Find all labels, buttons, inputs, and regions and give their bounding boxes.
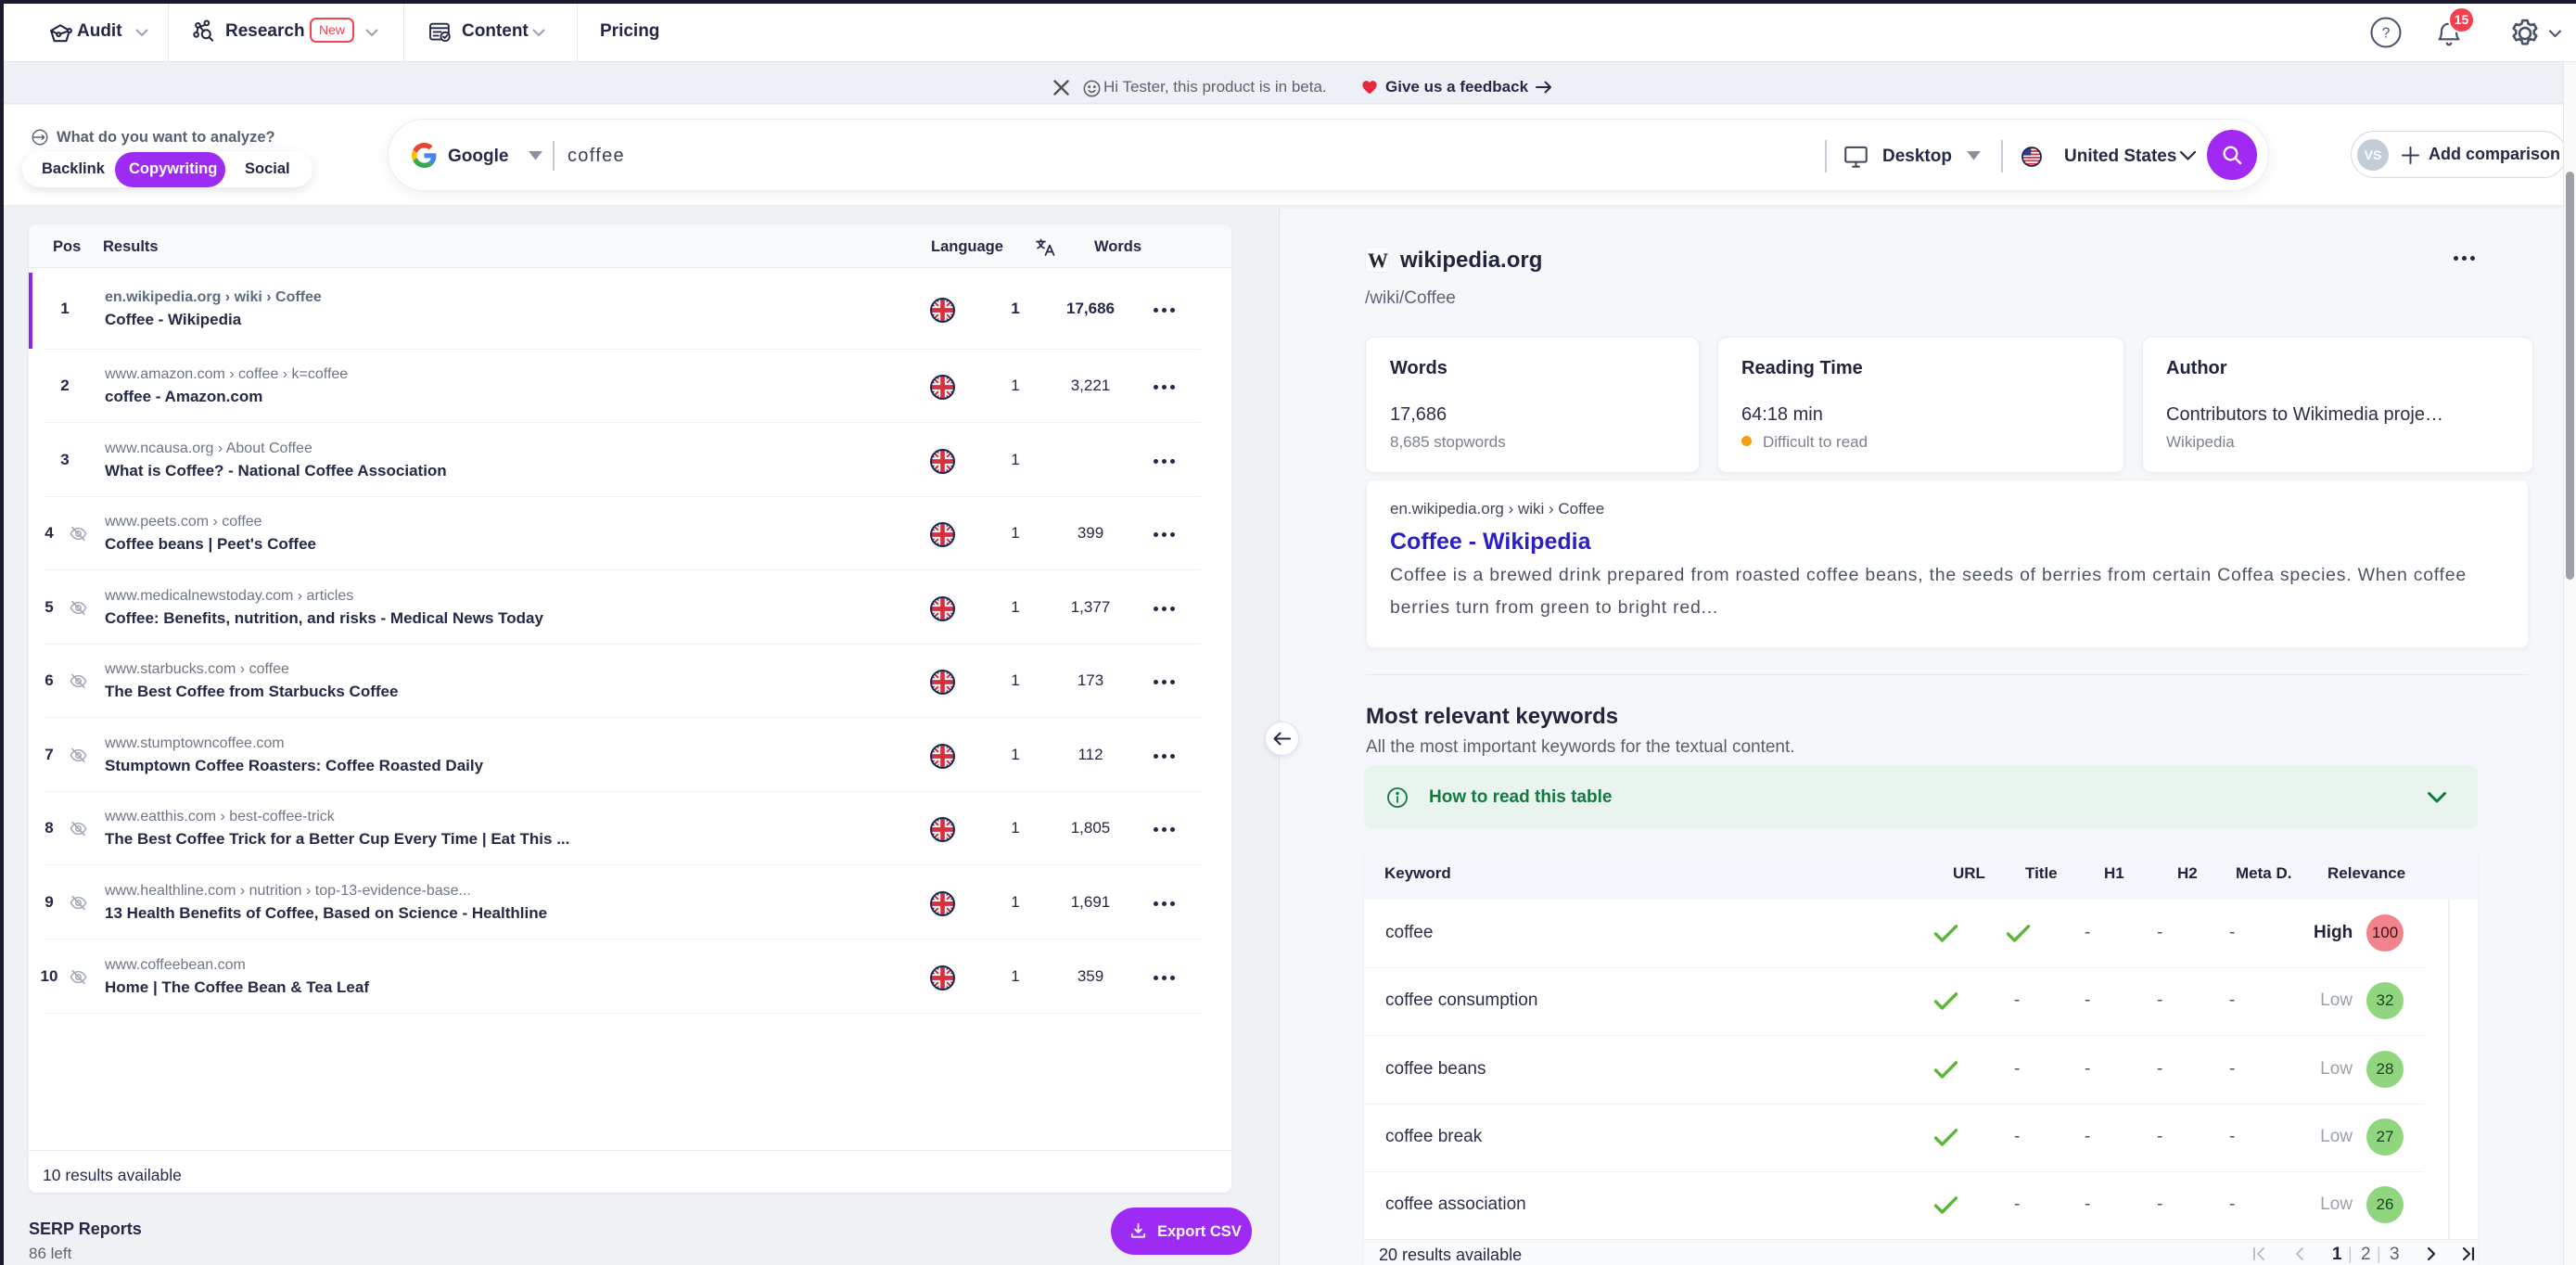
svg-text:?: ? — [2382, 26, 2391, 42]
